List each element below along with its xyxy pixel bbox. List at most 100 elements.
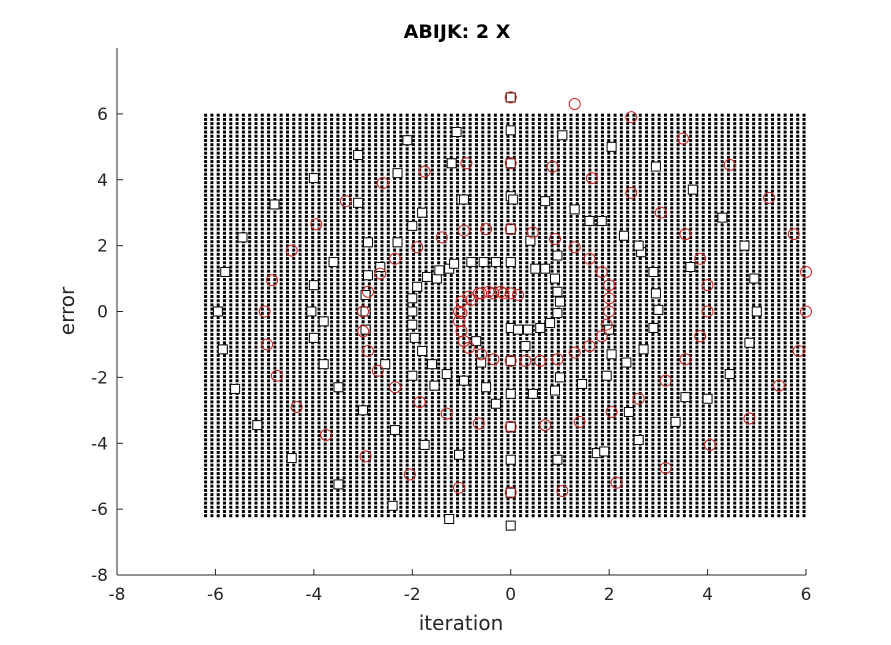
- field-dot: [512, 307, 516, 311]
- field-dot: [481, 214, 485, 218]
- field-dot: [380, 164, 384, 168]
- field-dot: [336, 408, 340, 412]
- field-dot: [399, 252, 403, 256]
- field-dot: [500, 375, 504, 379]
- field-dot: [336, 421, 340, 425]
- field-dot: [506, 240, 510, 244]
- field-dot: [462, 429, 466, 433]
- field-dot: [355, 408, 359, 412]
- field-dot: [493, 130, 497, 134]
- field-dot: [374, 455, 378, 459]
- field-dot: [424, 294, 428, 298]
- field-dot: [355, 147, 359, 151]
- field-dot: [355, 488, 359, 492]
- field-dot: [393, 227, 397, 231]
- field-dot: [292, 168, 296, 172]
- field-dot: [222, 510, 226, 513]
- field-dot: [311, 450, 315, 454]
- field-dot: [487, 168, 491, 172]
- field-dot: [386, 168, 390, 172]
- field-dot: [216, 421, 220, 425]
- field-dot: [525, 117, 529, 121]
- field-dot: [367, 130, 371, 134]
- field-dot: [411, 387, 415, 391]
- field-dot: [443, 450, 447, 454]
- field-dot: [424, 231, 428, 235]
- field-dot: [298, 244, 302, 248]
- field-dot: [393, 467, 397, 471]
- field-dot: [443, 151, 447, 155]
- field-dot: [405, 413, 409, 417]
- field-dot: [317, 425, 321, 429]
- field-dot: [355, 278, 359, 282]
- field-dot: [342, 341, 346, 345]
- field-dot: [456, 370, 460, 374]
- field-dot: [386, 438, 390, 442]
- field-dot: [342, 290, 346, 294]
- field-dot: [456, 151, 460, 155]
- field-dot: [323, 425, 327, 429]
- field-dot: [437, 206, 441, 210]
- field-dot: [216, 223, 220, 227]
- field-dot: [506, 480, 510, 484]
- field-dot: [355, 320, 359, 324]
- field-dot: [474, 273, 478, 277]
- field-dot: [367, 286, 371, 290]
- field-dot: [342, 358, 346, 362]
- field-dot: [380, 223, 384, 227]
- field-dot: [380, 286, 384, 290]
- field-dot: [210, 202, 214, 206]
- field-dot: [437, 294, 441, 298]
- field-dot: [386, 379, 390, 383]
- field-dot: [506, 316, 510, 320]
- field-dot: [304, 413, 308, 417]
- field-dot: [248, 240, 252, 244]
- field-dot: [311, 151, 315, 155]
- field-dot: [399, 413, 403, 417]
- field-dot: [449, 463, 453, 467]
- field-dot: [468, 450, 472, 454]
- field-dot: [235, 476, 239, 480]
- field-dot: [235, 185, 239, 189]
- field-dot: [273, 349, 277, 353]
- field-dot: [298, 143, 302, 147]
- field-dot: [229, 425, 233, 429]
- field-dot: [260, 501, 264, 505]
- field-dot: [342, 480, 346, 484]
- field-dot: [519, 337, 523, 341]
- field-dot: [292, 362, 296, 366]
- field-dot: [449, 425, 453, 429]
- field-dot: [367, 421, 371, 425]
- field-dot: [285, 202, 289, 206]
- field-dot: [222, 117, 226, 121]
- field-dot: [411, 505, 415, 509]
- field-dot: [342, 294, 346, 298]
- field-dot: [285, 324, 289, 328]
- field-dot: [260, 404, 264, 408]
- field-dot: [298, 514, 302, 518]
- field-dot: [241, 379, 245, 383]
- field-dot: [361, 358, 365, 362]
- field-dot: [462, 273, 466, 277]
- field-dot: [311, 155, 315, 159]
- field-dot: [361, 438, 365, 442]
- field-dot: [210, 472, 214, 476]
- field-dot: [298, 349, 302, 353]
- field-dot: [443, 117, 447, 121]
- field-dot: [298, 408, 302, 412]
- field-dot: [500, 387, 504, 391]
- field-dot: [248, 484, 252, 488]
- field-dot: [500, 303, 504, 307]
- field-dot: [418, 303, 422, 307]
- field-dot: [342, 282, 346, 286]
- field-dot: [374, 438, 378, 442]
- field-dot: [336, 269, 340, 273]
- field-dot: [348, 130, 352, 134]
- field-dot: [474, 202, 478, 206]
- field-dot: [311, 425, 315, 429]
- field-dot: [374, 143, 378, 147]
- field-dot: [405, 130, 409, 134]
- field-dot: [462, 497, 466, 501]
- field-dot: [336, 307, 340, 311]
- field-dot: [317, 429, 321, 433]
